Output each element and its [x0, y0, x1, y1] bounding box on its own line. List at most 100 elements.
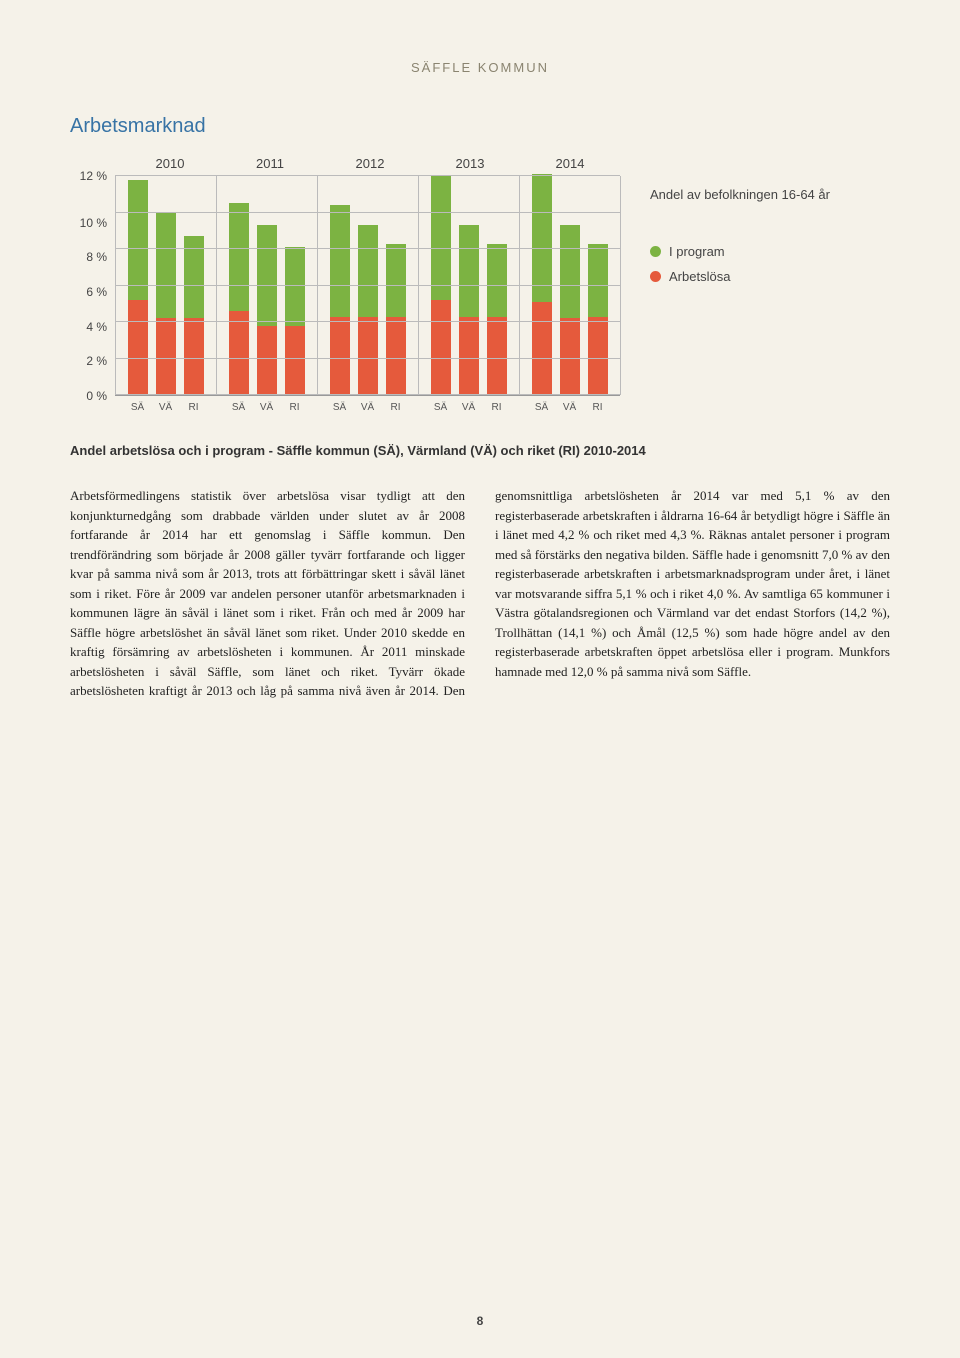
legend-item: I program	[650, 244, 840, 259]
section-title: Arbetsmarknad	[70, 115, 890, 138]
bar-segment-arbetslosa	[487, 317, 507, 395]
year-label: 2014	[521, 156, 619, 171]
legend-item: Arbetslösa	[650, 269, 840, 284]
legend-title: Andel av befolkningen 16-64 år	[650, 186, 840, 204]
x-label: SÄ	[431, 402, 451, 413]
x-label: RI	[184, 402, 204, 413]
page-number: 8	[0, 1314, 960, 1328]
bar-segment-arbetslosa	[128, 300, 148, 395]
legend-label: Arbetslösa	[669, 269, 730, 284]
stacked-bar	[184, 236, 204, 395]
year-group	[418, 176, 519, 395]
stacked-bar	[487, 244, 507, 395]
bar-segment-arbetslosa	[431, 300, 451, 395]
x-label: SÄ	[229, 402, 249, 413]
gridline-v	[216, 176, 217, 395]
legend-dot-icon	[650, 271, 661, 282]
bar-segment-program	[560, 225, 580, 318]
gridline-h	[115, 212, 620, 213]
x-label: VÄ	[156, 402, 176, 413]
stacked-bar	[588, 244, 608, 395]
bar-segment-program	[459, 225, 479, 316]
y-tick: 2 %	[86, 355, 107, 367]
x-label-group: SÄ VÄ RI	[216, 402, 317, 413]
stacked-bar	[386, 244, 406, 395]
x-label: RI	[285, 402, 305, 413]
bar-segment-program	[588, 244, 608, 317]
gridline-v	[519, 176, 520, 395]
gridline-h	[115, 358, 620, 359]
gridline-v	[418, 176, 419, 395]
bar-segment-program	[386, 244, 406, 317]
y-tick: 4 %	[86, 321, 107, 333]
x-label: SÄ	[128, 402, 148, 413]
bars-container	[115, 176, 620, 395]
stacked-bar	[459, 225, 479, 395]
bar-segment-arbetslosa	[532, 302, 552, 395]
gridline-v	[115, 176, 116, 395]
x-labels: SÄ VÄ RI SÄ VÄ RI SÄ VÄ RI SÄ VÄ RI SÄ VÄ RI	[115, 402, 620, 413]
y-tick: 0 %	[86, 390, 107, 402]
chart-plot	[115, 176, 620, 396]
bar-segment-arbetslosa	[229, 311, 249, 395]
stacked-bar	[229, 203, 249, 395]
year-group	[115, 176, 216, 395]
bar-segment-arbetslosa	[386, 317, 406, 395]
x-label-group: SÄ VÄ RI	[418, 402, 519, 413]
gridline-h	[115, 285, 620, 286]
x-label: VÄ	[358, 402, 378, 413]
x-label-group: SÄ VÄ RI	[317, 402, 418, 413]
bar-segment-program	[487, 244, 507, 317]
stacked-bar	[560, 225, 580, 395]
year-label: 2010	[121, 156, 219, 171]
stacked-bar	[330, 205, 350, 395]
bar-segment-arbetslosa	[330, 317, 350, 395]
stacked-bar	[257, 225, 277, 395]
x-label: VÄ	[459, 402, 479, 413]
x-label: RI	[588, 402, 608, 413]
bar-segment-program	[358, 225, 378, 316]
bar-segment-arbetslosa	[358, 317, 378, 395]
y-tick: 8 %	[86, 251, 107, 263]
chart-left: 20102011201220132014 12 %10 %8 %6 %4 %2 …	[70, 156, 620, 413]
x-label-group: SÄ VÄ RI	[115, 402, 216, 413]
bar-segment-program	[532, 174, 552, 302]
stacked-bar	[431, 176, 451, 395]
x-label-group: SÄ VÄ RI	[519, 402, 620, 413]
x-label: SÄ	[532, 402, 552, 413]
x-label: VÄ	[257, 402, 277, 413]
x-label: RI	[487, 402, 507, 413]
year-label: 2012	[321, 156, 419, 171]
bar-segment-arbetslosa	[285, 326, 305, 395]
stacked-bar	[156, 213, 176, 396]
x-label: VÄ	[560, 402, 580, 413]
bar-segment-program	[257, 225, 277, 325]
gridline-h	[115, 321, 620, 322]
gridline-v	[620, 176, 621, 395]
year-group	[519, 176, 620, 395]
chart-caption: Andel arbetslösa och i program - Säffle …	[70, 443, 890, 458]
stacked-bar	[358, 225, 378, 395]
page-header: SÄFFLE KOMMUN	[70, 60, 890, 75]
x-label: SÄ	[330, 402, 350, 413]
year-group	[216, 176, 317, 395]
bar-segment-program	[229, 203, 249, 311]
bar-segment-program	[285, 247, 305, 325]
chart-area: 20102011201220132014 12 %10 %8 %6 %4 %2 …	[70, 156, 890, 413]
year-group	[317, 176, 418, 395]
year-label: 2013	[421, 156, 519, 171]
legend-label: I program	[669, 244, 725, 259]
y-axis: 12 %10 %8 %6 %4 %2 %0 %	[70, 176, 115, 396]
bar-segment-arbetslosa	[257, 326, 277, 395]
bar-segment-program	[431, 176, 451, 300]
bar-segment-program	[128, 180, 148, 300]
year-label: 2011	[221, 156, 319, 171]
chart-legend: Andel av befolkningen 16-64 år I program…	[620, 156, 840, 413]
gridline-h	[115, 175, 620, 176]
legend-dot-icon	[650, 246, 661, 257]
y-tick: 12 %	[80, 170, 107, 182]
gridline-v	[317, 176, 318, 395]
y-tick: 10 %	[80, 217, 107, 229]
bar-segment-arbetslosa	[588, 317, 608, 395]
x-label: RI	[386, 402, 406, 413]
